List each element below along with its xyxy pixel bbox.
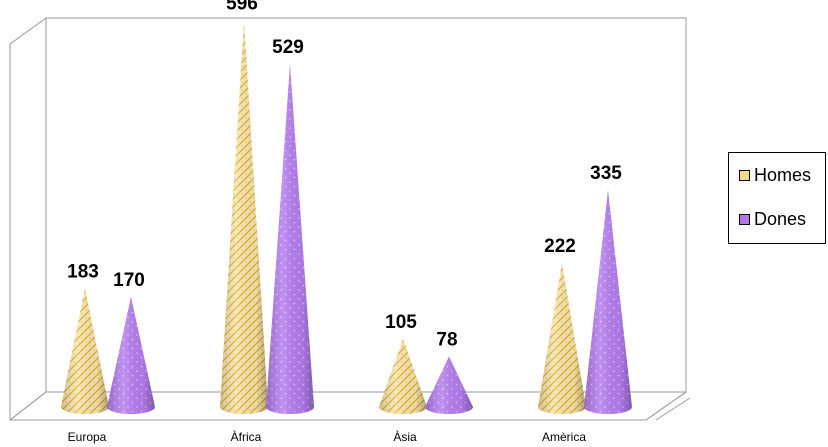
legend-swatch-dones — [739, 214, 750, 225]
legend-label-homes: Homes — [754, 165, 812, 185]
plot-frame — [9, 17, 691, 422]
legend-item-dones: Dones — [739, 209, 806, 230]
cone-shading — [584, 189, 632, 414]
cone-dones-2 — [425, 356, 473, 414]
cone-shading — [107, 296, 155, 414]
category-label-0: Europa — [68, 430, 107, 444]
cone-shading — [61, 288, 109, 414]
category-label-2: Àsia — [393, 429, 417, 444]
cone-shading — [379, 338, 427, 414]
left-wall — [9, 17, 47, 422]
cone-shading — [425, 356, 473, 414]
cone-dones-3 — [584, 189, 632, 414]
value-label-dones-3: 335 — [590, 163, 622, 184]
cone-homes-0 — [61, 288, 109, 414]
floor-tick-right — [645, 391, 691, 421]
cone-homes-1 — [220, 20, 268, 415]
legend-label-dones: Dones — [754, 209, 807, 229]
value-label-homes-2: 105 — [385, 312, 417, 333]
value-label-dones-2: 78 — [436, 329, 457, 350]
back-wall — [45, 17, 687, 393]
legend-swatch-homes — [739, 170, 750, 181]
legend-item-homes: Homes — [739, 165, 811, 186]
value-label-dones-1: 529 — [272, 37, 304, 58]
cones-layer — [61, 20, 632, 415]
category-labels-layer: Europa Àfrica Àsia Amèrica — [68, 429, 587, 444]
value-label-homes-3: 222 — [544, 236, 576, 257]
value-labels-layer: 183 170 596 529 105 78 222 335 — [67, 0, 622, 350]
value-label-dones-0: 170 — [113, 270, 145, 291]
cone-shading — [266, 64, 314, 414]
cone-homes-3 — [538, 263, 586, 414]
category-label-1: Àfrica — [231, 429, 262, 444]
cone-dones-1 — [266, 64, 314, 414]
legend: Homes Dones — [728, 152, 826, 244]
cone-shading — [220, 20, 268, 415]
cone-dones-0 — [107, 296, 155, 414]
value-label-homes-1: 596 — [226, 0, 258, 15]
value-label-homes-0: 183 — [67, 261, 99, 282]
cone-shading — [538, 263, 586, 414]
category-label-3: Amèrica — [542, 430, 586, 444]
cone-homes-2 — [379, 338, 427, 414]
